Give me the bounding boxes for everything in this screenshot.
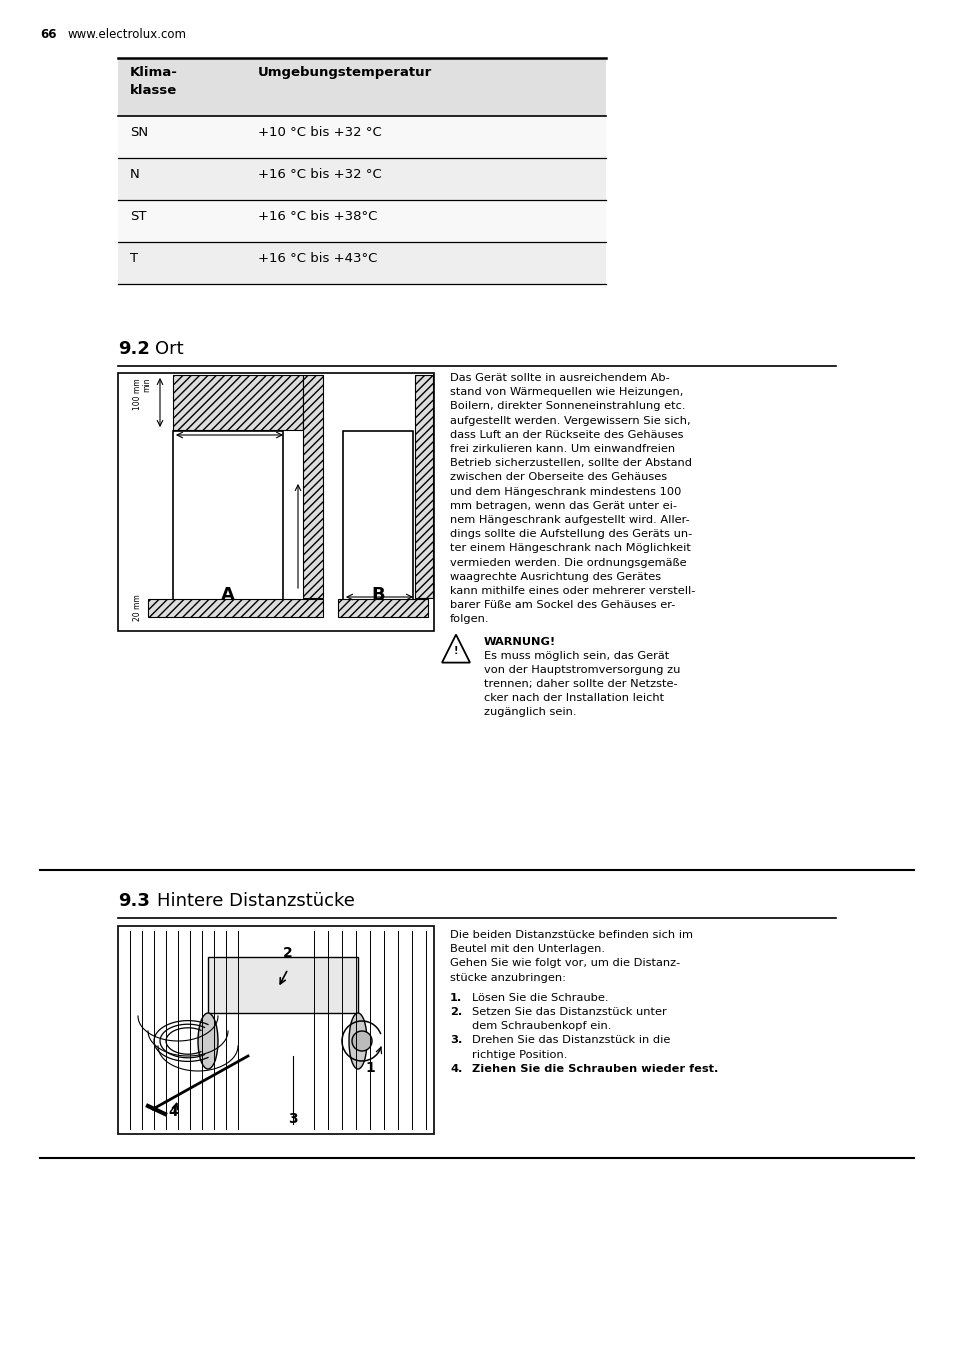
Text: 9.3: 9.3 bbox=[118, 892, 150, 910]
Bar bbox=[118, 373, 434, 631]
Text: WARNUNG!: WARNUNG! bbox=[483, 637, 556, 646]
Text: vermieden werden. Die ordnungsgemäße: vermieden werden. Die ordnungsgemäße bbox=[450, 557, 686, 568]
Text: und dem Hängeschrank mindestens 100: und dem Hängeschrank mindestens 100 bbox=[450, 487, 680, 496]
Text: +10 °C bis +32 °C: +10 °C bis +32 °C bbox=[257, 126, 381, 139]
Text: ST: ST bbox=[130, 210, 147, 223]
Text: Lösen Sie die Schraube.: Lösen Sie die Schraube. bbox=[472, 992, 608, 1003]
Bar bbox=[172, 431, 283, 602]
Text: 4: 4 bbox=[168, 1105, 177, 1119]
Bar bbox=[118, 242, 605, 284]
Text: www.electrolux.com: www.electrolux.com bbox=[68, 28, 187, 41]
Text: Das Gerät sollte in ausreichendem Ab-: Das Gerät sollte in ausreichendem Ab- bbox=[450, 373, 669, 383]
Text: barer Füße am Sockel des Gehäuses er-: barer Füße am Sockel des Gehäuses er- bbox=[450, 600, 675, 610]
Text: 3.: 3. bbox=[450, 1036, 462, 1045]
Bar bbox=[118, 926, 434, 1134]
Text: 66: 66 bbox=[40, 28, 56, 41]
Bar bbox=[118, 200, 605, 242]
Text: trennen; daher sollte der Netzste-: trennen; daher sollte der Netzste- bbox=[483, 679, 677, 690]
Text: ter einem Hängeschrank nach Möglichkeit: ter einem Hängeschrank nach Möglichkeit bbox=[450, 544, 690, 553]
Bar bbox=[172, 375, 303, 430]
Text: Gehen Sie wie folgt vor, um die Distanz-: Gehen Sie wie folgt vor, um die Distanz- bbox=[450, 959, 679, 968]
Text: nem Hängeschrank aufgestellt wird. Aller-: nem Hängeschrank aufgestellt wird. Aller… bbox=[450, 515, 689, 525]
Text: von der Hauptstromversorgung zu: von der Hauptstromversorgung zu bbox=[483, 665, 679, 675]
Text: 3: 3 bbox=[288, 1111, 297, 1126]
Text: 20 mm: 20 mm bbox=[132, 594, 142, 621]
Text: Umgebungstemperatur: Umgebungstemperatur bbox=[257, 66, 432, 78]
Text: Hintere Distanzstücke: Hintere Distanzstücke bbox=[157, 892, 355, 910]
Text: 100 mm: 100 mm bbox=[132, 379, 142, 410]
Ellipse shape bbox=[198, 1013, 218, 1069]
Text: 9.2: 9.2 bbox=[118, 339, 150, 358]
Text: frei zirkulieren kann. Um einwandfreien: frei zirkulieren kann. Um einwandfreien bbox=[450, 443, 675, 454]
Ellipse shape bbox=[352, 1032, 372, 1051]
Text: richtige Position.: richtige Position. bbox=[472, 1049, 567, 1060]
Ellipse shape bbox=[349, 1013, 367, 1069]
Text: klasse: klasse bbox=[130, 84, 177, 97]
Text: mm betragen, wenn das Gerät unter ei-: mm betragen, wenn das Gerät unter ei- bbox=[450, 500, 677, 511]
Text: T: T bbox=[130, 251, 138, 265]
Text: Beutel mit den Unterlagen.: Beutel mit den Unterlagen. bbox=[450, 944, 604, 955]
Text: SN: SN bbox=[130, 126, 148, 139]
Bar bbox=[343, 431, 413, 602]
Bar bbox=[208, 957, 357, 1013]
Bar bbox=[118, 58, 605, 116]
Text: Die beiden Distanzstücke befinden sich im: Die beiden Distanzstücke befinden sich i… bbox=[450, 930, 692, 940]
Text: !: ! bbox=[454, 646, 457, 656]
Text: 2.: 2. bbox=[450, 1007, 462, 1017]
Text: min: min bbox=[142, 379, 151, 392]
Bar bbox=[118, 158, 605, 200]
Bar bbox=[415, 375, 433, 598]
Text: A: A bbox=[221, 585, 234, 604]
Text: 1: 1 bbox=[365, 1061, 375, 1075]
Text: N: N bbox=[130, 168, 139, 181]
Text: Setzen Sie das Distanzstück unter: Setzen Sie das Distanzstück unter bbox=[472, 1007, 666, 1017]
Bar bbox=[118, 116, 605, 158]
Text: Betrieb sicherzustellen, sollte der Abstand: Betrieb sicherzustellen, sollte der Abst… bbox=[450, 458, 691, 468]
Text: dem Schraubenkopf ein.: dem Schraubenkopf ein. bbox=[472, 1021, 611, 1032]
Text: 1.: 1. bbox=[450, 992, 462, 1003]
Text: Ziehen Sie die Schrauben wieder fest.: Ziehen Sie die Schrauben wieder fest. bbox=[472, 1064, 718, 1073]
Text: B: B bbox=[371, 585, 384, 604]
Text: stand von Wärmequellen wie Heizungen,: stand von Wärmequellen wie Heizungen, bbox=[450, 387, 682, 397]
Text: dings sollte die Aufstellung des Geräts un-: dings sollte die Aufstellung des Geräts … bbox=[450, 529, 692, 539]
Text: Drehen Sie das Distanzstück in die: Drehen Sie das Distanzstück in die bbox=[472, 1036, 670, 1045]
Text: Ort: Ort bbox=[154, 339, 183, 358]
Text: +16 °C bis +38°C: +16 °C bis +38°C bbox=[257, 210, 377, 223]
Text: dass Luft an der Rückseite des Gehäuses: dass Luft an der Rückseite des Gehäuses bbox=[450, 430, 682, 439]
Text: cker nach der Installation leicht: cker nach der Installation leicht bbox=[483, 694, 663, 703]
Text: zwischen der Oberseite des Gehäuses: zwischen der Oberseite des Gehäuses bbox=[450, 472, 666, 483]
Text: 4.: 4. bbox=[450, 1064, 462, 1073]
Bar bbox=[148, 599, 323, 617]
Text: aufgestellt werden. Vergewissern Sie sich,: aufgestellt werden. Vergewissern Sie sic… bbox=[450, 415, 690, 426]
Text: Boilern, direkter Sonneneinstrahlung etc.: Boilern, direkter Sonneneinstrahlung etc… bbox=[450, 402, 685, 411]
Text: +16 °C bis +43°C: +16 °C bis +43°C bbox=[257, 251, 377, 265]
Text: +16 °C bis +32 °C: +16 °C bis +32 °C bbox=[257, 168, 381, 181]
Text: stücke anzubringen:: stücke anzubringen: bbox=[450, 972, 565, 983]
Text: kann mithilfe eines oder mehrerer verstell-: kann mithilfe eines oder mehrerer verste… bbox=[450, 585, 695, 596]
Text: Klima-: Klima- bbox=[130, 66, 177, 78]
Text: zugänglich sein.: zugänglich sein. bbox=[483, 707, 576, 718]
Text: Es muss möglich sein, das Gerät: Es muss möglich sein, das Gerät bbox=[483, 650, 669, 661]
Text: waagrechte Ausrichtung des Gerätes: waagrechte Ausrichtung des Gerätes bbox=[450, 572, 660, 581]
Text: folgen.: folgen. bbox=[450, 614, 489, 625]
Bar bbox=[303, 375, 323, 598]
Bar bbox=[337, 599, 428, 617]
Text: 2: 2 bbox=[283, 946, 293, 960]
